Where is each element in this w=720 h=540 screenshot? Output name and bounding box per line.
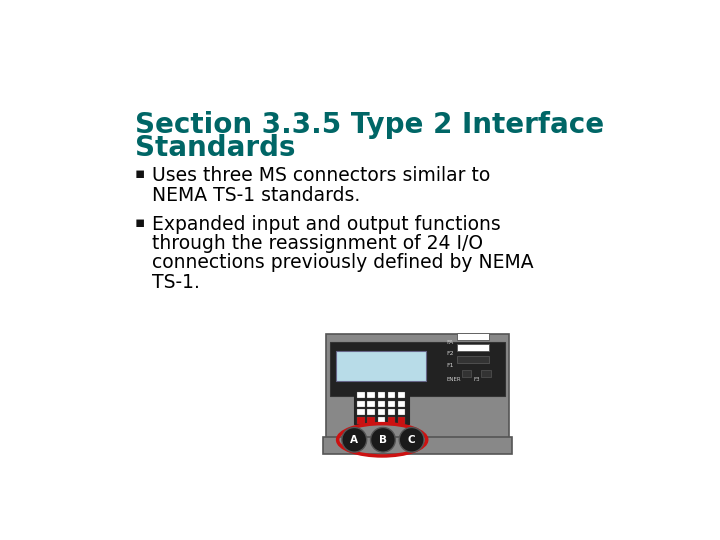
FancyBboxPatch shape bbox=[357, 409, 365, 415]
Text: Expanded input and output functions: Expanded input and output functions bbox=[152, 215, 500, 234]
FancyBboxPatch shape bbox=[397, 392, 405, 398]
Text: B: B bbox=[379, 435, 387, 445]
Text: Section 3.3.5 Type 2 Interface: Section 3.3.5 Type 2 Interface bbox=[135, 111, 604, 139]
Text: F3: F3 bbox=[474, 377, 480, 382]
FancyBboxPatch shape bbox=[367, 392, 375, 398]
Circle shape bbox=[399, 428, 424, 452]
FancyBboxPatch shape bbox=[397, 401, 405, 407]
FancyBboxPatch shape bbox=[336, 351, 426, 381]
Text: ▪: ▪ bbox=[135, 166, 145, 181]
FancyBboxPatch shape bbox=[387, 417, 395, 423]
FancyBboxPatch shape bbox=[397, 417, 405, 423]
Text: Uses three MS connectors similar to: Uses three MS connectors similar to bbox=[152, 166, 490, 185]
FancyBboxPatch shape bbox=[367, 409, 375, 415]
Text: TS-1.: TS-1. bbox=[152, 273, 200, 292]
Text: F1: F1 bbox=[446, 363, 454, 368]
Text: connections previously defined by NEMA: connections previously defined by NEMA bbox=[152, 253, 534, 273]
Circle shape bbox=[371, 428, 395, 452]
Text: Standards: Standards bbox=[135, 134, 295, 162]
Text: ENER: ENER bbox=[446, 377, 461, 382]
Text: C: C bbox=[408, 435, 415, 445]
FancyBboxPatch shape bbox=[326, 334, 508, 440]
FancyBboxPatch shape bbox=[323, 437, 513, 454]
FancyBboxPatch shape bbox=[456, 356, 489, 363]
FancyBboxPatch shape bbox=[482, 370, 490, 377]
FancyBboxPatch shape bbox=[357, 392, 365, 398]
Text: F2: F2 bbox=[446, 351, 454, 356]
FancyBboxPatch shape bbox=[462, 370, 472, 377]
FancyBboxPatch shape bbox=[456, 345, 489, 351]
FancyBboxPatch shape bbox=[367, 401, 375, 407]
FancyBboxPatch shape bbox=[456, 333, 489, 340]
FancyBboxPatch shape bbox=[377, 409, 385, 415]
FancyBboxPatch shape bbox=[354, 384, 409, 424]
FancyBboxPatch shape bbox=[387, 409, 395, 415]
Text: through the reassignment of 24 I/O: through the reassignment of 24 I/O bbox=[152, 234, 483, 253]
FancyBboxPatch shape bbox=[387, 401, 395, 407]
FancyBboxPatch shape bbox=[367, 417, 375, 423]
FancyBboxPatch shape bbox=[357, 417, 365, 423]
Text: NEMA TS-1 standards.: NEMA TS-1 standards. bbox=[152, 186, 360, 205]
FancyBboxPatch shape bbox=[377, 392, 385, 398]
FancyBboxPatch shape bbox=[397, 409, 405, 415]
FancyBboxPatch shape bbox=[377, 401, 385, 407]
FancyBboxPatch shape bbox=[330, 342, 505, 396]
Text: ▪: ▪ bbox=[135, 215, 145, 230]
FancyBboxPatch shape bbox=[387, 392, 395, 398]
Circle shape bbox=[342, 428, 366, 452]
Text: FA: FA bbox=[446, 340, 454, 345]
Text: A: A bbox=[350, 435, 359, 445]
FancyBboxPatch shape bbox=[377, 417, 385, 423]
FancyBboxPatch shape bbox=[357, 401, 365, 407]
